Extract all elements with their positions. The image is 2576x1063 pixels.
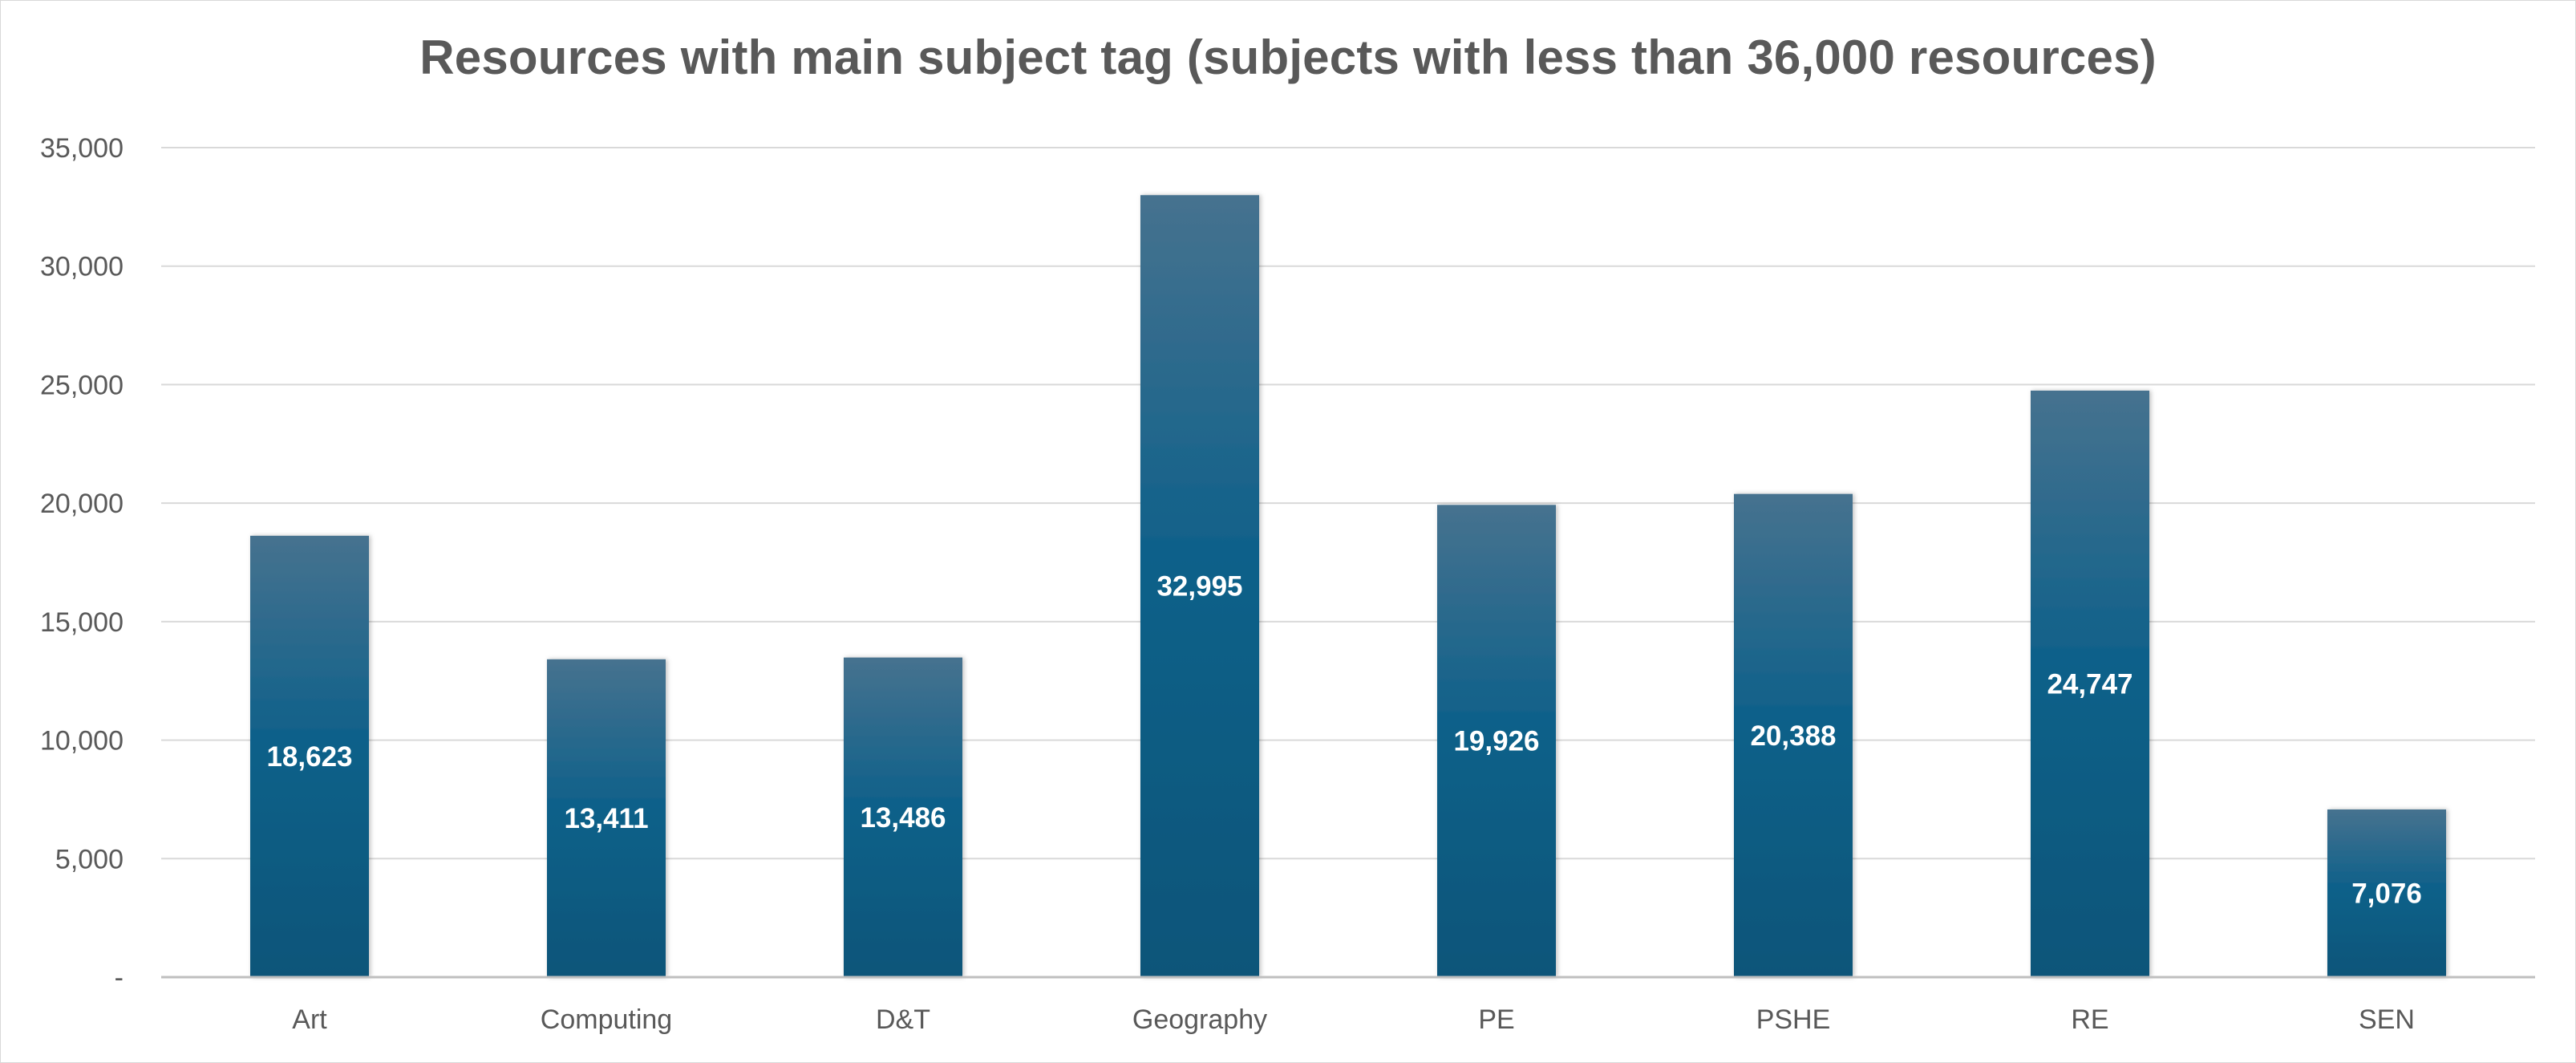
bar-sen <box>2327 809 2446 977</box>
x-axis: Art Computing D&T Geography PE PSHE RE SEN <box>161 976 2535 1035</box>
data-label: 7,076 <box>2351 878 2422 909</box>
x-tick-label: SEN <box>2359 1004 2415 1035</box>
bar-computing <box>547 659 666 977</box>
y-tick-label: 30,000 <box>40 252 124 282</box>
bar-d-t <box>844 657 962 977</box>
y-tick-label: 25,000 <box>40 370 124 400</box>
bar-geography <box>1140 195 1259 978</box>
data-label: 20,388 <box>1750 720 1836 752</box>
y-tick-label: 35,000 <box>40 133 124 164</box>
y-axis: - 5,000 10,000 15,000 20,000 25,000 30,000 35,0… <box>40 133 124 993</box>
x-tick-label: Geography <box>1132 1004 1267 1035</box>
x-tick-label: D&T <box>876 1004 930 1035</box>
bar-pe <box>1437 505 1556 977</box>
bars: 18,623 13,411 13,486 32,995 19,926 20,388 24,7… <box>250 195 2446 978</box>
data-label: 18,623 <box>266 741 352 773</box>
x-tick-label: Art <box>292 1004 327 1035</box>
gridlines <box>161 147 2535 860</box>
bar-re <box>2031 390 2149 977</box>
x-tick-label: RE <box>2071 1004 2108 1035</box>
data-label: 13,486 <box>860 802 946 834</box>
y-tick-label: 5,000 <box>55 844 124 874</box>
y-tick-label: 20,000 <box>40 489 124 519</box>
y-tick-label: 15,000 <box>40 607 124 638</box>
y-tick-label: 10,000 <box>40 726 124 757</box>
x-tick-label: Computing <box>541 1004 672 1035</box>
bar-art <box>250 535 369 977</box>
x-tick-label: PE <box>1478 1004 1514 1035</box>
data-label: 13,411 <box>564 803 648 834</box>
data-label: 19,926 <box>1453 726 1539 757</box>
y-tick-label: - <box>115 963 124 993</box>
chart-title: Resources with main subject tag (subject… <box>419 30 2157 84</box>
bar-pshe <box>1734 493 1853 977</box>
x-tick-label: PSHE <box>1756 1004 1831 1035</box>
data-label: 32,995 <box>1156 571 1242 603</box>
data-label: 24,747 <box>2047 668 2132 700</box>
